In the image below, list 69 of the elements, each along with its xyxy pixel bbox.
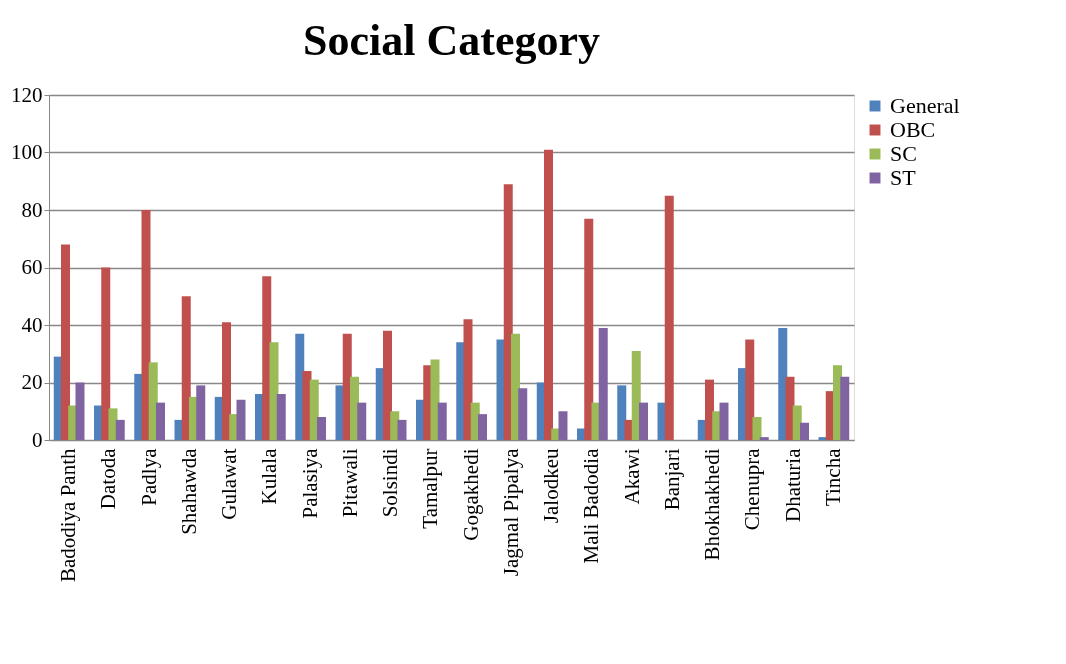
bar (155, 402, 165, 440)
bar (61, 244, 70, 440)
legend-label: OBC (890, 117, 936, 142)
bar (309, 379, 319, 440)
x-tick-label: Gogakhedi (458, 448, 483, 541)
bar (141, 210, 151, 440)
bar (752, 417, 762, 440)
legend-label: General (890, 93, 960, 118)
y-tick-label: 0 (32, 427, 43, 452)
bar (397, 419, 407, 440)
bar (558, 411, 568, 440)
chart-title: Social Category (303, 16, 600, 65)
bar (463, 319, 473, 440)
bar (115, 419, 125, 440)
x-tick-label: Badodiya Panth (56, 448, 81, 583)
y-tick-label: 60 (21, 255, 43, 279)
bar (383, 330, 392, 440)
x-tick-label: Gulawat (217, 448, 242, 520)
bar (316, 417, 326, 440)
legend-label: SC (890, 141, 917, 166)
bar (719, 402, 729, 440)
bar (598, 327, 608, 440)
bar (638, 402, 648, 440)
bar (437, 402, 447, 440)
x-tick-label: Chenupra (740, 447, 765, 531)
bar (745, 339, 755, 440)
bar (631, 350, 641, 440)
bar (276, 394, 286, 440)
x-tick-label: Mali Badodia (579, 447, 604, 564)
legend-label: ST (890, 165, 917, 190)
bar (778, 327, 788, 440)
x-tick-label: Pitawali (337, 448, 362, 518)
bar (759, 437, 769, 440)
x-tick-label: Banjari (659, 448, 684, 511)
x-tick-label: Tamalpur (418, 448, 443, 529)
y-tick-label: 80 (21, 197, 43, 222)
bar (236, 399, 246, 440)
x-tick-label: Datoda (96, 447, 121, 510)
bar (584, 218, 594, 440)
bar (196, 385, 206, 440)
y-tick-label: 40 (21, 312, 43, 337)
x-tick-label: Dhaturia (780, 447, 805, 522)
bar (503, 184, 513, 440)
bar (799, 422, 809, 440)
x-tick-label: Bhokhakhedi (700, 448, 725, 561)
bar (544, 149, 553, 440)
x-tick-label: Padlya (136, 447, 161, 506)
y-tick-label: 20 (21, 370, 43, 394)
x-tick-label: Palasiya (297, 447, 322, 519)
x-tick-label: Jagmal Pipalya (498, 447, 523, 577)
bar (664, 195, 674, 440)
bar (617, 385, 627, 440)
bar (477, 414, 487, 440)
bar (181, 296, 191, 440)
bar (357, 402, 367, 440)
bar (840, 376, 850, 440)
x-tick-label: Akawi (619, 448, 644, 505)
bar (518, 388, 528, 440)
y-tick-label: 100 (11, 140, 43, 164)
x-tick-label: Solsindi (378, 448, 403, 518)
bar (222, 322, 231, 440)
bar (75, 382, 85, 440)
y-tick-label: 120 (11, 82, 43, 107)
bar (295, 333, 305, 440)
x-tick-label: Shahawda (176, 447, 201, 535)
x-tick-label: Kulala (257, 447, 282, 505)
x-tick-label: Jalodkeu (539, 448, 564, 524)
x-tick-label: Tincha (820, 447, 845, 507)
bar (101, 267, 111, 440)
